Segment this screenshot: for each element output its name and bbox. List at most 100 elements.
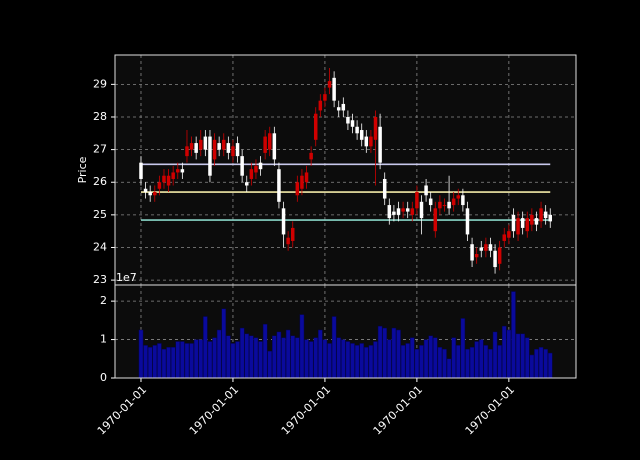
volume-bar (272, 335, 277, 379)
volume-bar (488, 348, 493, 379)
volume-bar (203, 316, 208, 379)
volume-bar (340, 339, 346, 379)
volume-bar (138, 329, 144, 379)
candle-body (272, 133, 277, 160)
y-tick-label: 25 (93, 208, 107, 221)
volume-bar (345, 341, 351, 379)
volume-bar (382, 327, 388, 379)
candle-body (539, 208, 543, 222)
volume-bar (409, 337, 415, 379)
candle-body (470, 244, 474, 261)
candle-body (300, 175, 304, 189)
candle-body (548, 214, 552, 222)
y-axis-label: Price (76, 156, 89, 183)
volume-bar (267, 350, 273, 379)
volume-bar (386, 339, 392, 379)
candle-body (520, 218, 525, 228)
volume-bar (534, 348, 539, 379)
volume-bar (249, 335, 254, 379)
candle-body (180, 169, 185, 173)
candle-body (364, 136, 369, 147)
volume-bar (350, 343, 355, 379)
candle-body (244, 182, 249, 186)
candle-body (258, 162, 263, 170)
candle-body (249, 169, 254, 179)
y-tick-label: 2 (100, 294, 107, 307)
volume-bar (180, 341, 185, 379)
candle-body (387, 205, 392, 219)
volume-bar (262, 323, 268, 379)
candle-body (277, 169, 281, 202)
volume-bar (198, 339, 204, 379)
candle-body (350, 120, 355, 127)
candle-body (231, 146, 235, 157)
volume-bar (506, 329, 512, 379)
candle-body (263, 136, 267, 153)
volume-bar (511, 291, 516, 379)
candle-body (410, 208, 415, 215)
volume-bar (221, 308, 227, 379)
volume-bar (235, 341, 240, 379)
volume-bar (290, 335, 296, 379)
candle-body (235, 143, 240, 157)
candle-body (484, 244, 488, 251)
volume-bar (520, 333, 525, 379)
candle-body (382, 178, 387, 199)
candle-body (286, 237, 290, 245)
volume-bar (216, 329, 222, 379)
volume-bar (363, 347, 369, 379)
candle-body (442, 205, 447, 207)
volume-bar (207, 341, 213, 379)
volume-bar (336, 337, 342, 379)
candle-body (240, 156, 244, 176)
candle-body (534, 218, 539, 225)
volume-bar (396, 329, 401, 379)
volume-bar (189, 343, 194, 379)
candle-body (295, 182, 300, 196)
volume-bar (184, 343, 190, 379)
volume-bar (276, 331, 282, 379)
candle-body (162, 175, 166, 183)
candle-body (189, 143, 194, 150)
volume-bar (547, 352, 553, 379)
candle-body (419, 201, 424, 219)
candle-body (516, 218, 520, 235)
candle-body (465, 208, 470, 235)
volume-bar (170, 347, 176, 379)
volume-bar (193, 339, 199, 379)
candle-body (199, 139, 203, 150)
volume-bar (368, 345, 374, 379)
candle-body (396, 208, 401, 215)
candle-body (359, 130, 364, 140)
candle-body (157, 182, 162, 189)
candle-body (461, 195, 465, 206)
volume-bar (414, 348, 420, 379)
volume-bar (460, 318, 466, 379)
volume-bar (501, 325, 507, 379)
volume-bar (157, 343, 162, 379)
volume-frame (114, 284, 577, 379)
candle-body (346, 116, 350, 124)
volume-bar (538, 347, 544, 379)
volume-bar (442, 348, 447, 379)
volume-bar (492, 331, 498, 379)
candle-body (456, 195, 461, 199)
volume-bar (377, 325, 383, 379)
candle-body (176, 169, 180, 173)
candle-body (355, 126, 359, 134)
candle-body (507, 231, 511, 238)
volume-bar (483, 345, 489, 379)
candle-body (208, 136, 212, 176)
volume-bar (244, 333, 250, 379)
volume-offset-label: 1e7 (116, 271, 137, 284)
y-tick-label: 28 (93, 110, 107, 123)
volume-bar (166, 347, 171, 379)
candle-body (327, 81, 332, 88)
volume-bar (391, 327, 397, 379)
volume-bar (469, 347, 475, 379)
volume-bar (327, 343, 332, 379)
volume-bar (400, 345, 406, 379)
volume-bar (313, 337, 319, 379)
volume-bar (465, 348, 470, 379)
